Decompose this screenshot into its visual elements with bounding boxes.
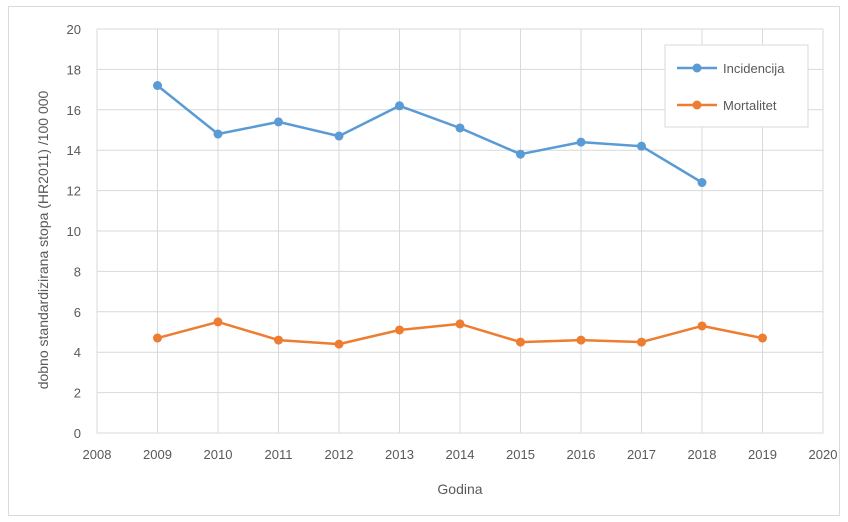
y-tick-label: 0: [74, 426, 81, 441]
x-axis-title: Godina: [437, 481, 482, 497]
x-tick-label: 2016: [567, 447, 596, 462]
data-point-mortalitet: [213, 317, 223, 327]
data-point-incidencija: [697, 178, 707, 188]
series-line-incidencija: [156, 84, 703, 184]
data-point-incidencija: [516, 149, 525, 159]
data-point-incidencija: [395, 101, 404, 111]
y-tick-label: 16: [67, 103, 81, 118]
data-point-mortalitet: [274, 335, 283, 345]
legend-box: [664, 44, 809, 128]
series-group: [153, 81, 767, 349]
x-tick-label: 2014: [446, 447, 475, 462]
x-tick-label: 2015: [506, 447, 535, 462]
data-point-mortalitet: [758, 333, 767, 343]
y-tick-label: 20: [67, 22, 81, 37]
legend-label: Incidencija: [723, 61, 785, 76]
x-tick-label: 2008: [83, 447, 112, 462]
x-tick-label: 2012: [325, 447, 354, 462]
y-tick-label: 14: [67, 143, 81, 158]
data-point-incidencija: [637, 141, 646, 151]
data-point-incidencija: [455, 123, 465, 133]
data-point-incidencija: [213, 129, 223, 139]
data-point-mortalitet: [455, 319, 465, 329]
x-tick-label: 2018: [688, 447, 717, 462]
legend-swatch-marker: [692, 100, 702, 110]
y-tick-label: 12: [67, 184, 81, 199]
chart-frame: [8, 6, 840, 516]
y-tick-label: 2: [74, 386, 81, 401]
y-tick-label: 18: [67, 62, 81, 77]
data-point-mortalitet: [153, 333, 162, 343]
data-point-incidencija: [334, 131, 344, 141]
data-point-mortalitet: [637, 337, 646, 347]
y-tick-label: 8: [74, 264, 81, 279]
data-point-mortalitet: [576, 335, 586, 345]
data-point-mortalitet: [395, 325, 404, 335]
data-point-mortalitet: [334, 339, 344, 349]
x-tick-labels: 2008 2009 2010 2011 2012 2013 2014 2015 2016 2017…: [83, 447, 838, 462]
y-axis-title: dobno standardizirana stopa (HR2011) /10…: [35, 90, 51, 389]
y-tick-label: 4: [74, 345, 81, 360]
data-point-incidencija: [576, 137, 586, 147]
x-tick-label: 2010: [204, 447, 233, 462]
x-tick-label: 2011: [265, 447, 293, 462]
x-tick-label: 2017: [627, 447, 656, 462]
data-point-incidencija: [274, 117, 283, 127]
x-tick-label: 2009: [143, 447, 172, 462]
y-tick-label: 6: [74, 305, 81, 320]
y-tick-labels: 0 2 4 6 8 10 12 14 16 18 20: [67, 22, 81, 441]
x-tick-label: 2019: [748, 447, 777, 462]
data-point-incidencija: [153, 81, 162, 91]
x-tick-label: 2013: [385, 447, 414, 462]
legend-label: Mortalitet: [723, 98, 777, 113]
data-point-mortalitet: [697, 321, 707, 331]
legend: Incidencija Mortalitet: [664, 44, 809, 128]
y-tick-label: 10: [67, 224, 81, 239]
legend-swatch-marker: [692, 63, 702, 73]
x-tick-label: 2020: [809, 447, 838, 462]
data-point-mortalitet: [516, 337, 525, 347]
